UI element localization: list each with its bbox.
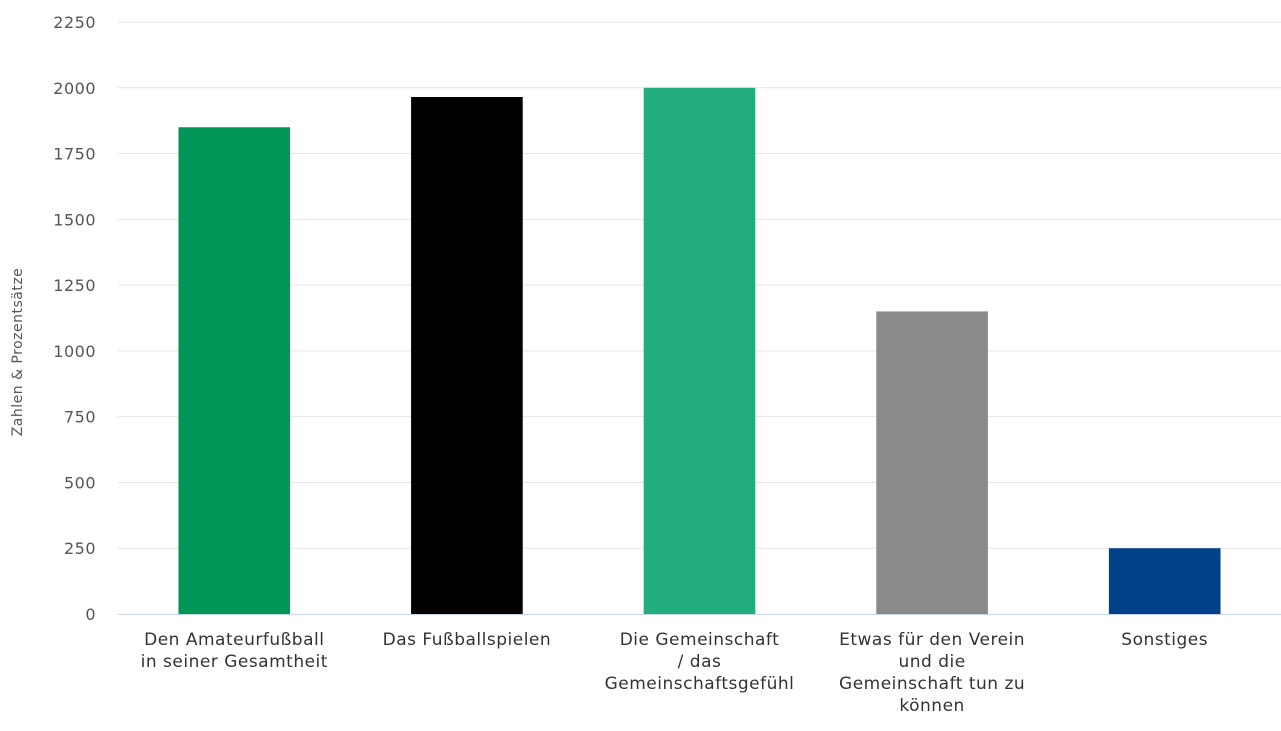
y-tick-label: 2250 xyxy=(53,13,96,32)
x-tick-label: Den Amateurfußball in seiner Gesamtheit xyxy=(141,630,328,672)
bar[interactable] xyxy=(178,127,291,614)
y-tick-label: 1500 xyxy=(53,210,96,229)
bar[interactable] xyxy=(1108,548,1221,614)
y-tick-label: 250 xyxy=(64,539,96,558)
y-axis-label: Zahlen & Prozentsätze xyxy=(10,267,26,437)
y-tick-label: 1000 xyxy=(53,342,96,361)
bar[interactable] xyxy=(876,311,988,614)
bars xyxy=(178,87,1221,615)
x-tick-label: Etwas für den Verein und die Gemeinschaft … xyxy=(839,630,1025,716)
x-tick-label: Sonstiges xyxy=(1121,630,1208,650)
x-tick-label: Das Fußballspielen xyxy=(383,630,552,650)
bar[interactable] xyxy=(411,96,523,614)
y-tick-label: 1750 xyxy=(53,145,96,164)
x-tick-label: Die Gemeinschaft / das Gemeinschaftsgefühl xyxy=(605,630,795,694)
y-axis-ticks: 0 250 500 750 1000 1250 1500 1750 2000 2250 xyxy=(53,13,96,624)
x-axis-tick-labels: Den Amateurfußball in seiner Gesamtheit Da… xyxy=(141,630,1208,716)
y-tick-label: 2000 xyxy=(53,79,96,98)
y-tick-label: 500 xyxy=(64,473,96,492)
bar[interactable] xyxy=(643,87,756,615)
y-tick-label: 0 xyxy=(85,605,96,624)
y-tick-label: 1250 xyxy=(53,276,96,295)
y-tick-label: 750 xyxy=(64,408,96,427)
